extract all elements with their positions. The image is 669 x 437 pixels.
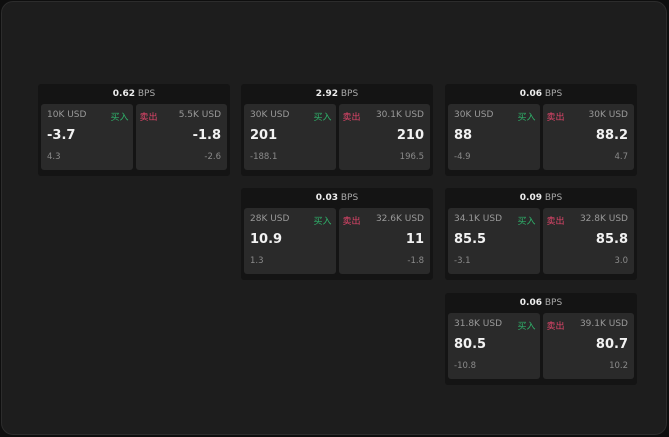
spread-value: 0.06 xyxy=(519,89,542,99)
price-tile: 2.92 BPS 30K USD 买入 201 -188.1 卖出 30.1K … xyxy=(241,84,433,176)
sell-label: 卖出 xyxy=(546,113,565,123)
price-tile: 0.62 BPS 10K USD 买入 -3.7 4.3 卖出 5.5K USD… xyxy=(38,84,230,176)
sell-label: 卖出 xyxy=(342,217,361,227)
buy-price: -3.7 xyxy=(47,128,76,143)
sell-change: 4.7 xyxy=(614,152,628,162)
buy-label: 买入 xyxy=(517,322,536,332)
buy-label: 买入 xyxy=(313,217,332,227)
sell-size: 5.5K USD xyxy=(178,110,221,120)
buy-price: 88 xyxy=(454,128,473,143)
sell-label: 卖出 xyxy=(546,217,565,227)
buy-label: 买入 xyxy=(110,113,129,123)
spread-header: 2.92 BPS xyxy=(241,84,433,104)
buy-change: -188.1 xyxy=(250,152,278,162)
buy-change: -4.9 xyxy=(454,152,471,162)
spread-value: 0.62 xyxy=(112,89,135,99)
spread-header: 0.09 BPS xyxy=(445,188,637,208)
sell-label: 卖出 xyxy=(546,322,565,332)
spread-header: 0.06 BPS xyxy=(445,84,637,104)
buy-button[interactable]: 28K USD 买入 10.9 1.3 xyxy=(244,208,336,274)
sell-price: 210 xyxy=(396,128,424,143)
sell-size: 32.8K USD xyxy=(579,214,628,224)
buy-button[interactable]: 31.8K USD 买入 80.5 -10.8 xyxy=(448,313,540,379)
sell-change: 196.5 xyxy=(399,152,424,162)
buy-size: 34.1K USD xyxy=(454,214,503,224)
spread-value: 0.09 xyxy=(519,193,542,203)
spread-value: 2.92 xyxy=(315,89,338,99)
buy-button[interactable]: 30K USD 买入 201 -188.1 xyxy=(244,104,336,170)
spread-value: 0.03 xyxy=(315,193,338,203)
buy-label: 买入 xyxy=(313,113,332,123)
buy-button[interactable]: 10K USD 买入 -3.7 4.3 xyxy=(41,104,133,170)
sell-price: -1.8 xyxy=(192,128,221,143)
buy-label: 买入 xyxy=(517,217,536,227)
buy-size: 28K USD xyxy=(250,214,290,224)
buy-button[interactable]: 30K USD 买入 88 -4.9 xyxy=(448,104,540,170)
sell-button[interactable]: 卖出 30K USD 88.2 4.7 xyxy=(542,104,634,170)
price-tile: 0.09 BPS 34.1K USD 买入 85.5 -3.1 卖出 32.8K… xyxy=(445,188,637,280)
sell-price: 88.2 xyxy=(595,128,628,143)
sell-size: 30.1K USD xyxy=(375,110,424,120)
sell-change: -2.6 xyxy=(204,152,221,162)
buy-price: 85.5 xyxy=(454,232,487,247)
spread-unit: BPS xyxy=(137,89,156,99)
buy-price: 10.9 xyxy=(250,232,283,247)
buy-size: 30K USD xyxy=(454,110,494,120)
buy-size: 10K USD xyxy=(47,110,87,120)
sell-change: -1.8 xyxy=(407,256,424,266)
buy-size: 30K USD xyxy=(250,110,290,120)
spread-unit: BPS xyxy=(544,298,563,308)
sell-price: 85.8 xyxy=(595,232,628,247)
price-tile: 0.03 BPS 28K USD 买入 10.9 1.3 卖出 32.6K US… xyxy=(241,188,433,280)
price-tile: 0.06 BPS 31.8K USD 买入 80.5 -10.8 卖出 39.1… xyxy=(445,293,637,385)
sell-size: 39.1K USD xyxy=(579,319,628,329)
buy-change: -3.1 xyxy=(454,256,471,266)
buy-price: 80.5 xyxy=(454,337,487,352)
buy-button[interactable]: 34.1K USD 买入 85.5 -3.1 xyxy=(448,208,540,274)
spread-unit: BPS xyxy=(544,89,563,99)
sell-button[interactable]: 卖出 39.1K USD 80.7 10.2 xyxy=(542,313,634,379)
sell-label: 卖出 xyxy=(342,113,361,123)
price-tile: 0.06 BPS 30K USD 买入 88 -4.9 卖出 30K USD 8… xyxy=(445,84,637,176)
spread-header: 0.62 BPS xyxy=(38,84,230,104)
buy-change: 1.3 xyxy=(250,256,264,266)
sell-change: 3.0 xyxy=(614,256,628,266)
buy-price: 201 xyxy=(250,128,278,143)
sell-price: 80.7 xyxy=(595,337,628,352)
sell-label: 卖出 xyxy=(139,113,158,123)
sell-button[interactable]: 卖出 5.5K USD -1.8 -2.6 xyxy=(135,104,227,170)
sell-button[interactable]: 卖出 32.6K USD 11 -1.8 xyxy=(338,208,430,274)
sell-price: 11 xyxy=(405,232,424,247)
sell-size: 30K USD xyxy=(588,110,628,120)
spread-unit: BPS xyxy=(340,193,359,203)
spread-value: 0.06 xyxy=(519,298,542,308)
spread-unit: BPS xyxy=(340,89,359,99)
sell-button[interactable]: 卖出 32.8K USD 85.8 3.0 xyxy=(542,208,634,274)
buy-label: 买入 xyxy=(517,113,536,123)
sell-change: 10.2 xyxy=(609,361,628,371)
spread-header: 0.03 BPS xyxy=(241,188,433,208)
sell-size: 32.6K USD xyxy=(375,214,424,224)
buy-change: -10.8 xyxy=(454,361,476,371)
spread-header: 0.06 BPS xyxy=(445,293,637,313)
sell-button[interactable]: 卖出 30.1K USD 210 196.5 xyxy=(338,104,430,170)
buy-size: 31.8K USD xyxy=(454,319,503,329)
spread-unit: BPS xyxy=(544,193,563,203)
buy-change: 4.3 xyxy=(47,152,61,162)
